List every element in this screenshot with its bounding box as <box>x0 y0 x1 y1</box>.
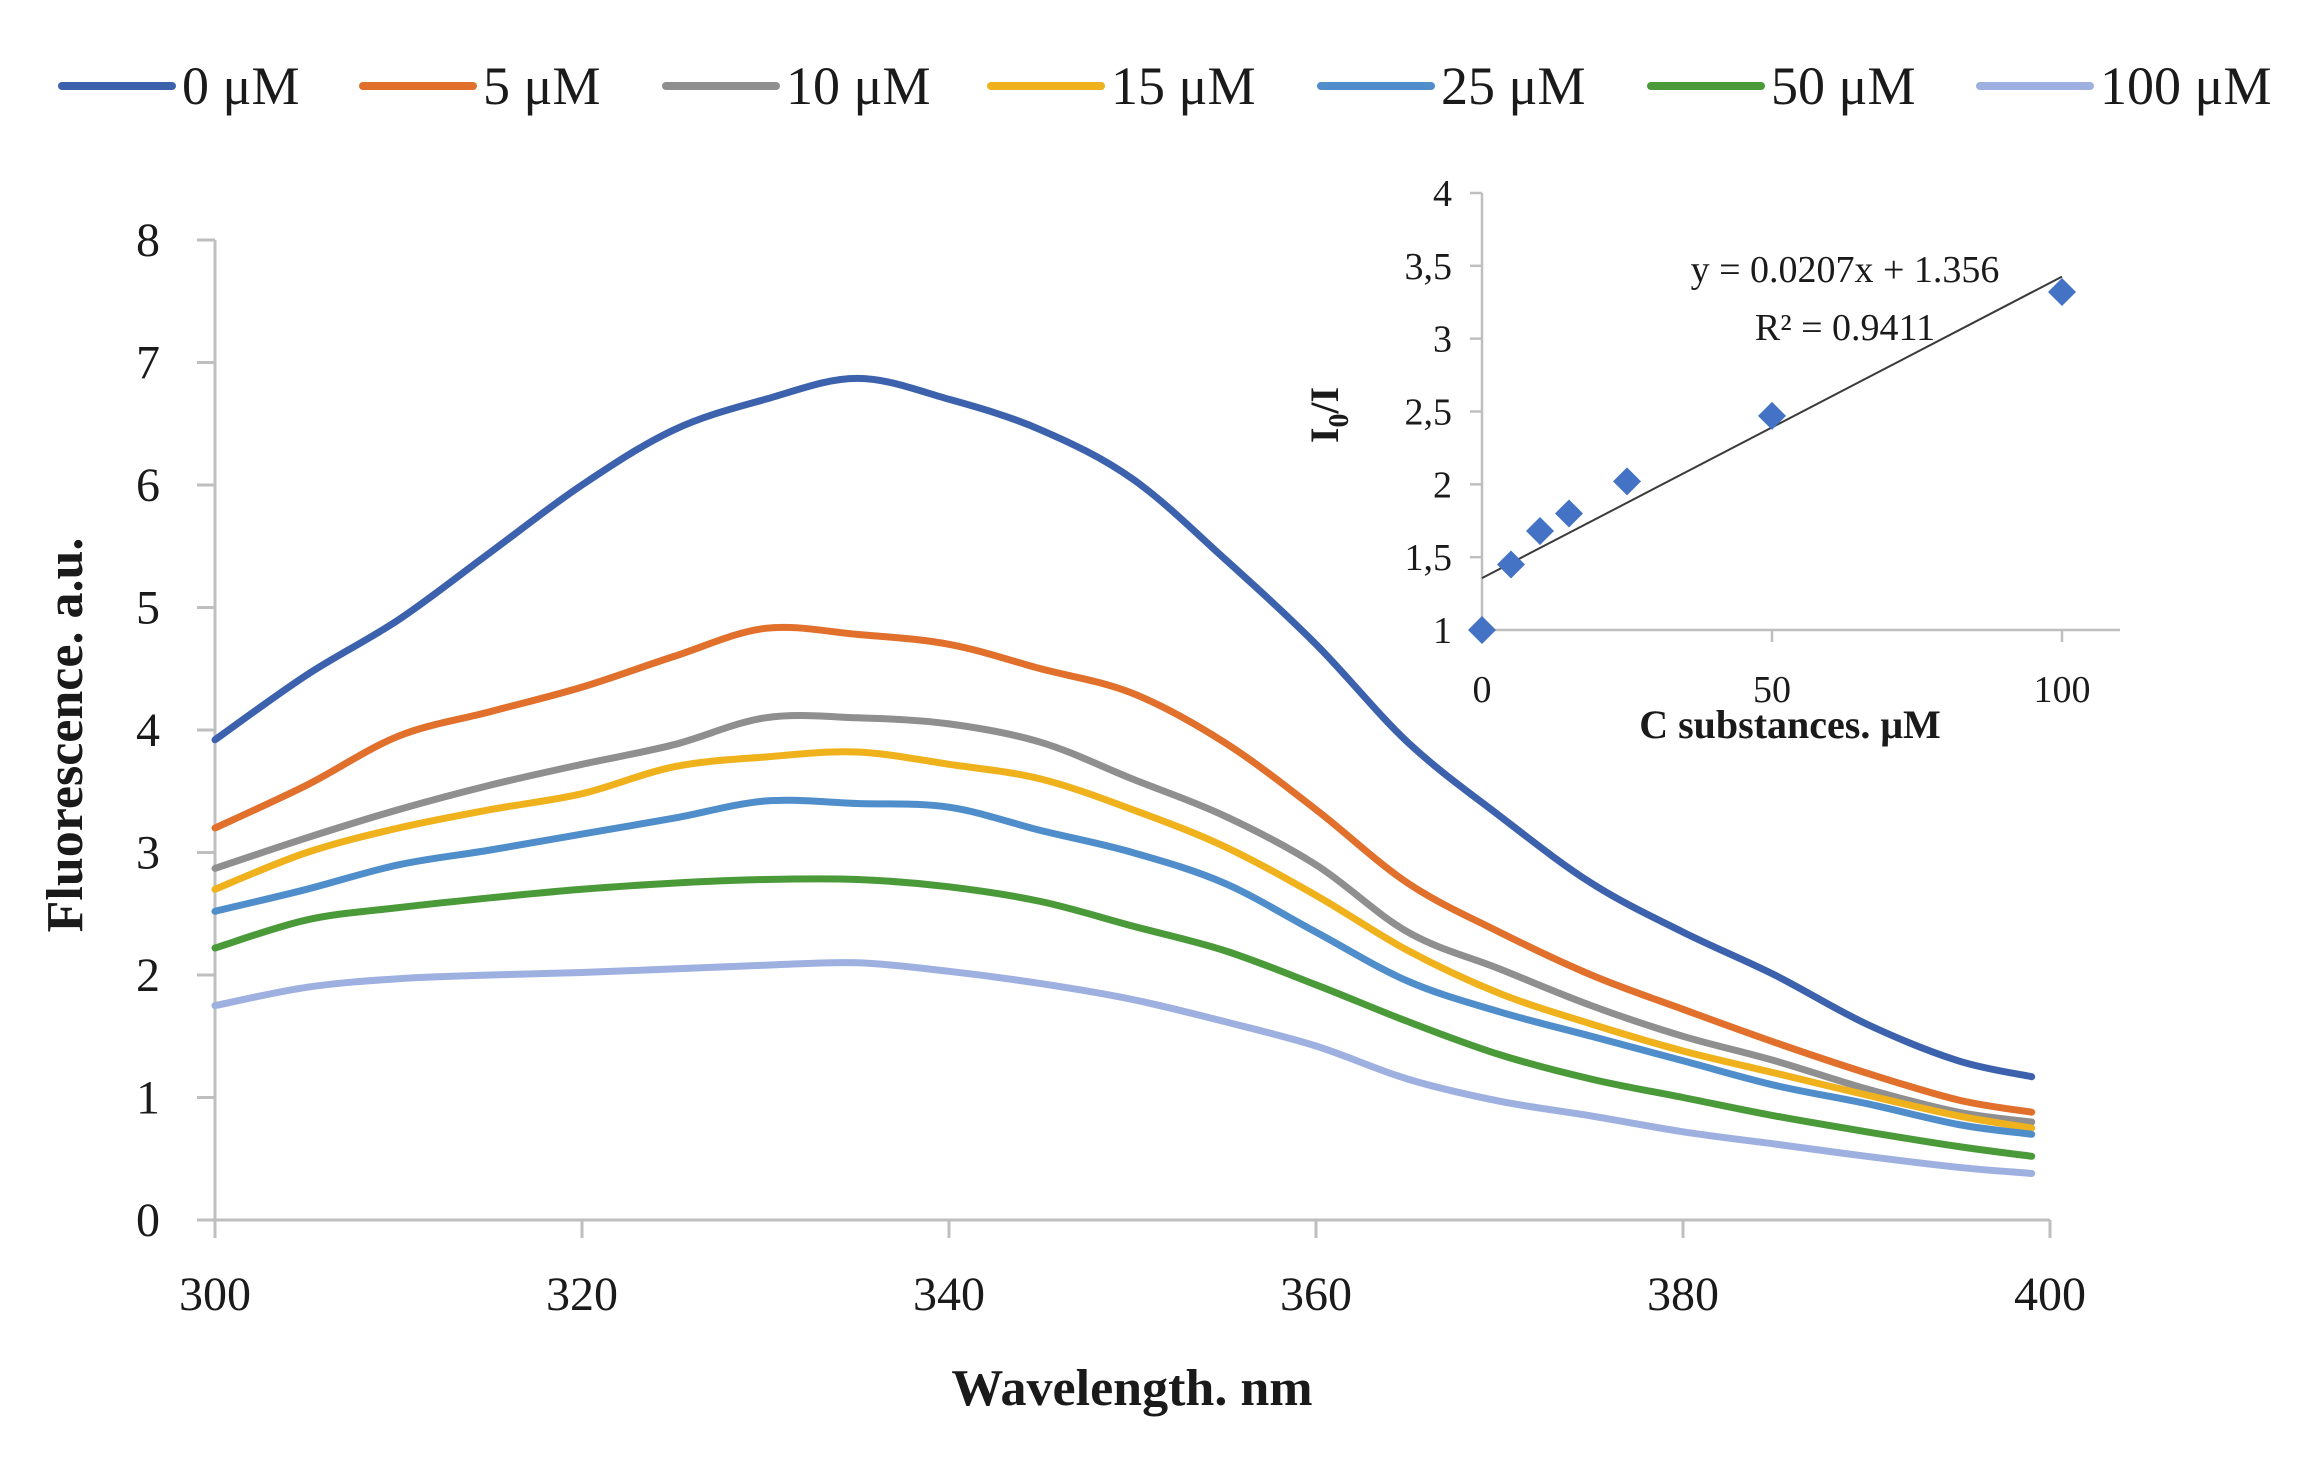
series-line-15-m <box>211 748 2036 1132</box>
inset-data-point <box>1468 616 1496 644</box>
inset-data-point <box>1613 467 1641 496</box>
legend-label-5-m: 5 μM <box>483 56 600 116</box>
main-y-tick-label: 2 <box>136 949 160 1002</box>
legend: 0 μM 5 μM 10 μM 15 μM 25 μM 50 μM 100 μM <box>58 56 2271 116</box>
main-x-tick-label: 300 <box>179 1268 251 1321</box>
main-y-tick-label: 7 <box>136 337 160 390</box>
series-line-0-m <box>211 374 2036 1081</box>
inset-axes: 1 1,5 2 2,5 3 3,5 4 0 50 100 <box>1405 173 2120 711</box>
legend-label-100-m: 100 μM <box>2100 56 2271 116</box>
inset-x-tick-label: 100 <box>2034 669 2091 711</box>
inset-points <box>1468 278 2076 644</box>
main-y-tick-label: 3 <box>136 827 160 880</box>
inset-data-point <box>1526 516 1554 545</box>
inset-y-tick-label: 3 <box>1433 319 1452 361</box>
inset-y-tick-label: 1 <box>1433 610 1452 652</box>
main-x-tick-label: 360 <box>1280 1268 1352 1321</box>
main-y-tick-label: 5 <box>136 582 160 635</box>
legend-label-10-m: 10 μM <box>786 56 930 116</box>
inset-data-point <box>1758 401 1786 430</box>
inset-data-point <box>1497 550 1525 579</box>
main-x-tick-label: 400 <box>2014 1268 2086 1321</box>
legend-label-15-m: 15 μM <box>1111 56 1255 116</box>
main-y-tick-label: 0 <box>136 1194 160 1247</box>
inset-data-point <box>1555 499 1583 528</box>
legend-label-0-m: 0 μM <box>182 56 299 116</box>
inset-x-axis-title: C substances. μM <box>1639 702 1941 747</box>
inset-y-tick-label: 3,5 <box>1405 246 1453 288</box>
series-line-5-m <box>211 623 2036 1116</box>
series-line-25-m <box>211 796 2036 1138</box>
inset-plot: 1 1,5 2 2,5 3 3,5 4 0 50 100 C substances. μM I0/… <box>1302 173 2120 747</box>
main-y-tick-label: 6 <box>136 459 160 512</box>
main-y-tick-label: 4 <box>136 704 160 757</box>
main-x-tick-label: 320 <box>546 1268 618 1321</box>
main-x-axis-title: Wavelength. nm <box>951 1360 1312 1417</box>
inset-data-point <box>2048 278 2076 307</box>
inset-y-tick-label: 4 <box>1433 173 1452 215</box>
inset-y-axis-title: I0/I <box>1302 387 1355 443</box>
inset-x-tick-label: 50 <box>1753 669 1791 711</box>
inset-y-tick-label: 1,5 <box>1405 537 1453 579</box>
main-x-tick-label: 340 <box>913 1268 985 1321</box>
main-y-tick-label: 8 <box>136 214 160 267</box>
inset-y-tick-label: 2 <box>1433 464 1452 506</box>
main-x-tick-label: 380 <box>1647 1268 1719 1321</box>
series-line-50-m <box>211 875 2036 1160</box>
series-line-10-m <box>211 712 2036 1126</box>
main-series-lines <box>211 374 2036 1177</box>
inset-x-tick-label: 0 <box>1473 669 1492 711</box>
legend-label-50-m: 50 μM <box>1771 56 1915 116</box>
main-y-tick-label: 1 <box>136 1072 160 1125</box>
series-line-100-m <box>211 959 2036 1177</box>
inset-y-tick-label: 2,5 <box>1405 392 1453 434</box>
legend-label-25-m: 25 μM <box>1441 56 1585 116</box>
trendline-equation: y = 0.0207x + 1.356 <box>1691 249 2000 291</box>
main-y-axis-title: Fluorescence. a.u. <box>37 538 94 933</box>
trendline-r-squared: R² = 0.9411 <box>1755 307 1935 349</box>
